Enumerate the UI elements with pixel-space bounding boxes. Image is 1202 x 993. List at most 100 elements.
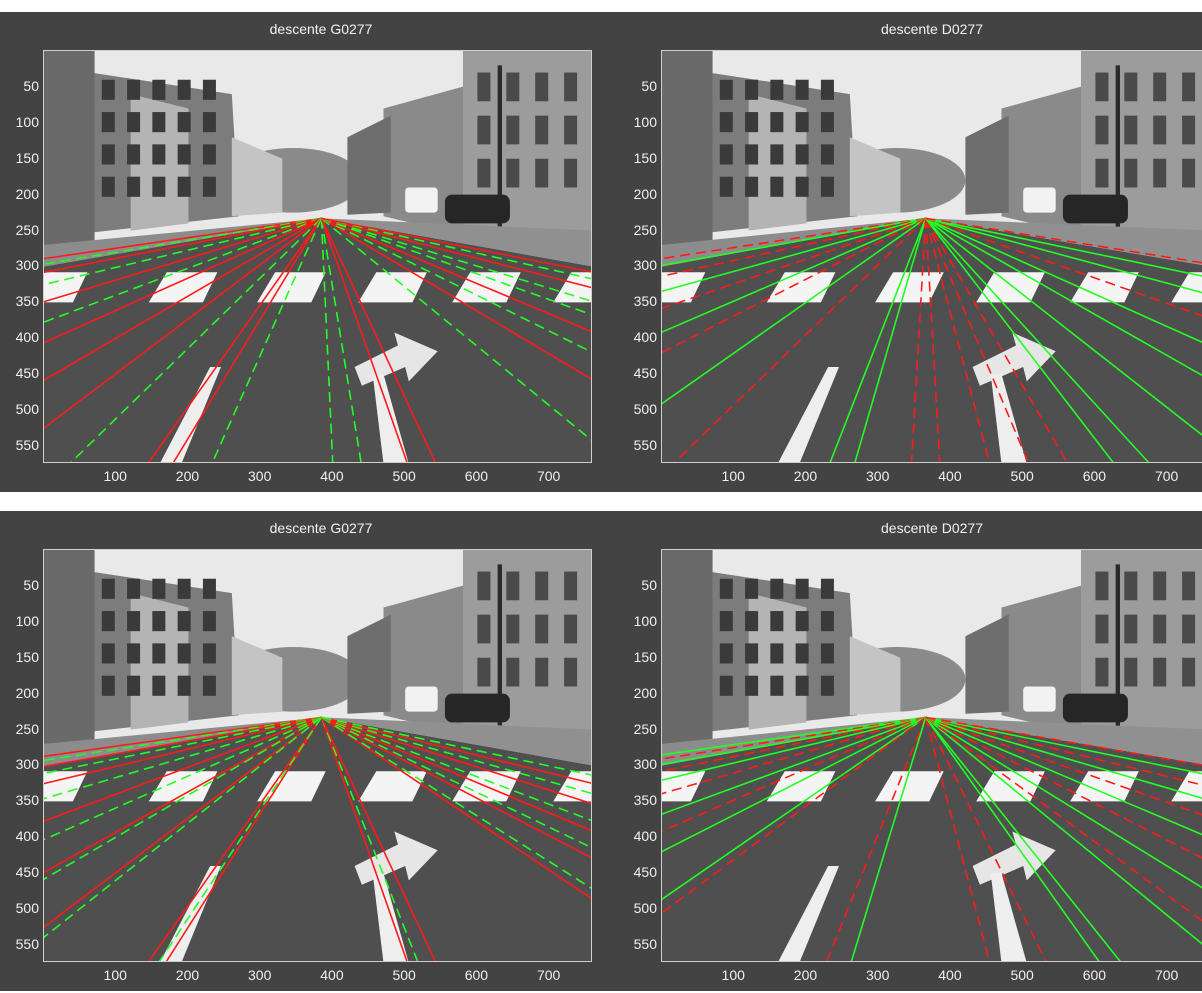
red-solid-line xyxy=(44,716,322,822)
green-dashed-line xyxy=(44,217,322,323)
y-tick-label: 300 xyxy=(633,756,657,773)
distant-building xyxy=(231,636,283,716)
y-tick-label: 250 xyxy=(633,221,657,238)
green-solid-line xyxy=(925,716,1202,775)
window-right xyxy=(1095,571,1109,601)
left-building-front xyxy=(662,51,713,253)
window-left xyxy=(795,144,809,165)
green-solid-line xyxy=(662,716,926,815)
y-tick-label: 100 xyxy=(633,113,657,130)
green-dashed-line xyxy=(320,218,362,462)
red-solid-line xyxy=(44,716,322,874)
panel-title: descente G0277 xyxy=(269,21,373,37)
window-left xyxy=(101,643,115,664)
right-building-far xyxy=(965,115,1009,215)
red-dashed-line xyxy=(924,218,941,462)
window-right xyxy=(506,571,520,601)
road xyxy=(44,717,591,961)
green-dashed-line xyxy=(321,716,591,794)
red-solid-line xyxy=(165,716,323,961)
y-tick-label: 350 xyxy=(633,293,657,310)
y-tick-label: 100 xyxy=(15,113,39,130)
window-left xyxy=(719,144,733,165)
green-dashed-line xyxy=(44,217,322,286)
parked-car xyxy=(1062,693,1128,723)
red-solid-line xyxy=(321,217,591,273)
window-left xyxy=(152,643,166,664)
red-solid-line xyxy=(44,217,322,429)
detected-lines xyxy=(662,716,1202,961)
window-left xyxy=(152,112,166,133)
window-right xyxy=(1124,571,1138,601)
window-left xyxy=(202,675,216,696)
window-right xyxy=(1124,72,1138,102)
x-tick-label: 600 xyxy=(1082,967,1107,983)
window-left xyxy=(202,79,216,100)
window-left xyxy=(820,79,834,100)
window-left xyxy=(745,675,759,696)
window-right xyxy=(1182,614,1196,644)
crosswalk-stripe xyxy=(358,771,427,802)
y-tick-label: 350 xyxy=(15,792,39,809)
window-left xyxy=(820,578,834,599)
red-solid-line xyxy=(44,716,322,928)
red-dashed-line xyxy=(673,217,927,462)
window-right xyxy=(1124,657,1138,687)
green-solid-line xyxy=(662,716,926,756)
panel-title: descente D0277 xyxy=(881,520,983,536)
x-tick-label: 500 xyxy=(1010,967,1034,983)
window-left xyxy=(127,578,141,599)
window-right xyxy=(1153,115,1167,145)
green-solid-line xyxy=(662,217,926,293)
y-tick-label: 350 xyxy=(15,293,39,310)
y-tick-label: 500 xyxy=(633,401,657,418)
x-tick-label: 600 xyxy=(464,468,489,484)
x-tick-label: 300 xyxy=(248,967,272,983)
distant-building xyxy=(849,137,901,217)
left-building-front xyxy=(44,550,95,752)
lamp-post xyxy=(497,564,502,730)
window-right xyxy=(506,614,520,644)
crosswalk-stripe xyxy=(976,272,1045,303)
crosswalk-stripe xyxy=(1171,771,1202,802)
white-van xyxy=(405,686,438,712)
x-tick-label: 700 xyxy=(536,967,561,983)
window-left xyxy=(719,578,733,599)
window-right xyxy=(1124,115,1138,145)
window-left xyxy=(770,675,784,696)
red-dashed-line xyxy=(662,217,926,310)
green-solid-line xyxy=(854,218,927,462)
red-dashed-line xyxy=(924,218,1029,462)
red-dashed-line xyxy=(924,717,991,961)
lane-marking xyxy=(160,866,221,961)
window-left xyxy=(745,112,759,133)
y-tick-label: 400 xyxy=(15,329,39,346)
window-left xyxy=(770,643,784,664)
crosswalk-stripe xyxy=(875,771,944,802)
green-solid-line xyxy=(925,716,1202,889)
green-solid-line xyxy=(925,217,1202,294)
lane-marking xyxy=(160,367,221,462)
window-left xyxy=(177,643,191,664)
window-left xyxy=(127,112,141,133)
green-dashed-line xyxy=(321,217,591,316)
x-tick-label: 700 xyxy=(1154,468,1179,484)
red-solid-line xyxy=(320,717,436,961)
road xyxy=(662,717,1202,961)
red-solid-line xyxy=(321,716,591,805)
window-left xyxy=(177,611,191,632)
window-left xyxy=(152,176,166,197)
window-right xyxy=(535,571,549,601)
window-right xyxy=(1124,614,1138,644)
red-dashed-line xyxy=(925,716,1202,859)
x-tick-label: 400 xyxy=(938,967,962,983)
window-right xyxy=(1124,158,1138,188)
lamp-post xyxy=(497,65,502,231)
green-solid-line xyxy=(925,217,1202,377)
window-left xyxy=(795,112,809,133)
red-solid-line xyxy=(44,217,322,274)
image-panel-left xyxy=(43,549,592,962)
green-solid-line xyxy=(925,716,1202,945)
window-right xyxy=(1153,571,1167,601)
window-right xyxy=(564,571,578,601)
